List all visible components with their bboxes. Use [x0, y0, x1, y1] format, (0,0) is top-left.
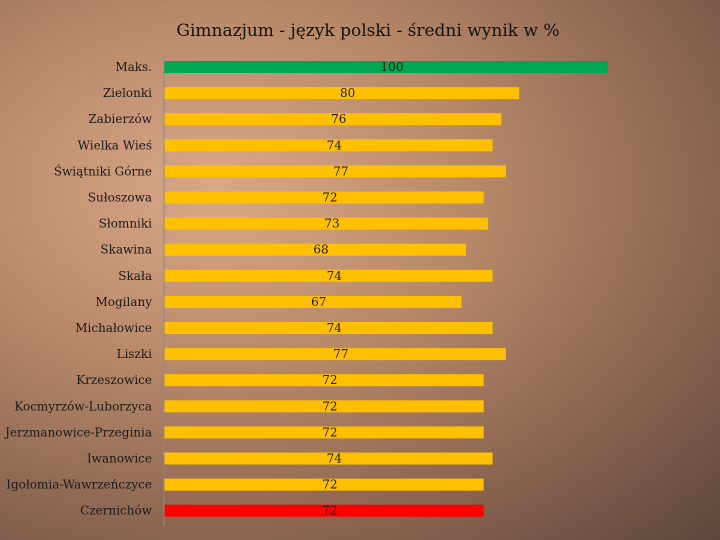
category-label: Iwanowice: [87, 452, 152, 466]
bar: [164, 478, 484, 491]
category-label: Kocmyrzów-Luborzyca: [14, 399, 152, 413]
category-label: Zabierzów: [88, 112, 152, 126]
bar: [164, 322, 493, 334]
data-label: 72: [322, 504, 337, 518]
data-label: 72: [322, 373, 337, 387]
data-label: 67: [311, 295, 326, 309]
data-label: 74: [327, 138, 343, 152]
data-label: 77: [333, 347, 348, 361]
category-label: Czernichów: [80, 504, 153, 518]
bar: [164, 504, 484, 517]
bar: [164, 348, 506, 361]
data-label: 72: [322, 399, 337, 413]
category-label: Sułoszowa: [88, 191, 152, 205]
data-label: 74: [327, 452, 343, 466]
bar: [164, 165, 506, 178]
data-label: 74: [327, 269, 343, 283]
category-label: Maks.: [115, 60, 152, 74]
data-label: 74: [327, 321, 343, 335]
category-label: Wielka Wieś: [78, 138, 152, 152]
category-label: Igołomia-Wawrzeńczyce: [6, 478, 152, 492]
category-label: Świątniki Górne: [54, 162, 152, 178]
data-label: 76: [331, 112, 346, 126]
category-label: Michałowice: [75, 321, 152, 335]
category-label: Krzeszowice: [76, 373, 152, 387]
category-label: Liszki: [117, 347, 153, 361]
data-label: 68: [313, 243, 328, 257]
bar: [164, 426, 484, 439]
bar: [164, 113, 502, 126]
bar: [164, 191, 484, 204]
bar: [164, 217, 489, 230]
data-label: 72: [322, 191, 337, 205]
category-label: Jerzmanowice-Przeginia: [3, 425, 152, 439]
data-label: 72: [322, 478, 337, 492]
category-label: Mogilany: [95, 295, 152, 309]
data-label: 100: [381, 60, 404, 74]
data-label: 80: [340, 86, 355, 100]
bar: [164, 61, 608, 73]
bar: [164, 269, 493, 282]
bar: [164, 139, 493, 152]
data-label: 77: [333, 164, 348, 178]
bar: [164, 243, 466, 256]
bar: [164, 400, 484, 413]
data-label: 73: [324, 217, 339, 231]
category-label: Skała: [118, 269, 152, 283]
bar: [164, 87, 520, 100]
category-label: Zielonki: [103, 86, 152, 100]
category-label: Słomniki: [99, 217, 153, 231]
chart-title: Gimnazjum - język polski - średni wynik …: [176, 21, 559, 41]
bar: [164, 374, 484, 387]
category-label: Skawina: [100, 243, 152, 257]
bar: [164, 295, 462, 308]
bar: [164, 452, 493, 465]
data-label: 72: [322, 425, 337, 439]
